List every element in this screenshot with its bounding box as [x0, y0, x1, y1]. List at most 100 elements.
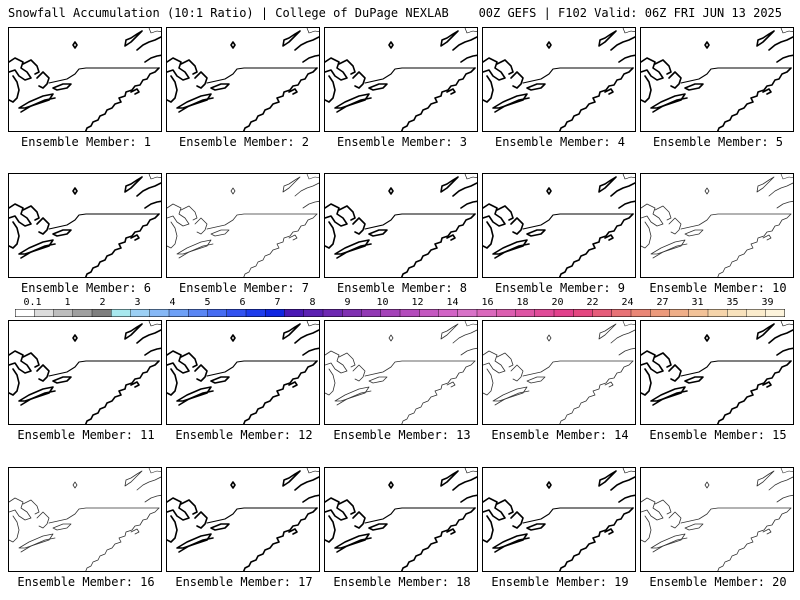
colorbar-label: 7 — [274, 297, 281, 308]
ensemble-member-caption: Ensemble Member: 17 — [175, 575, 313, 589]
ensemble-map-10 — [640, 173, 794, 278]
colorbar-label: 8 — [309, 297, 316, 308]
colorbar-swatch — [15, 309, 35, 317]
colorbar-swatch — [553, 309, 574, 317]
colorbar-swatch — [361, 309, 382, 317]
colorbar-label: 20 — [551, 297, 564, 308]
colorbar-label: 39 — [761, 297, 774, 308]
ensemble-map-14 — [482, 320, 636, 425]
colorbar-label: 24 — [621, 297, 634, 308]
ensemble-map-6 — [8, 173, 162, 278]
ensemble-map-19 — [482, 467, 636, 572]
ensemble-member-caption: Ensemble Member: 19 — [491, 575, 629, 589]
ensemble-member-caption: Ensemble Member: 5 — [652, 135, 784, 149]
colorbar-swatch — [534, 309, 555, 317]
colorbar-label: 5 — [204, 297, 211, 308]
colorbar-swatch — [303, 309, 324, 317]
colorbar-swatch — [284, 309, 305, 317]
ensemble-map-5 — [640, 27, 794, 132]
ensemble-member-caption: Ensemble Member: 10 — [649, 281, 787, 295]
colorbar-swatch — [438, 309, 459, 317]
colorbar-swatch — [149, 309, 170, 317]
ensemble-member-caption: Ensemble Member: 11 — [17, 428, 155, 442]
ensemble-member-caption: Ensemble Member: 2 — [178, 135, 310, 149]
ensemble-member-caption: Ensemble Member: 4 — [494, 135, 626, 149]
colorbar-swatch — [72, 309, 93, 317]
colorbar-swatch — [669, 309, 690, 317]
colorbar-label: 14 — [446, 297, 459, 308]
ensemble-map-7 — [166, 173, 320, 278]
colorbar-swatch — [380, 309, 401, 317]
colorbar-swatch — [573, 309, 593, 317]
colorbar-label: 12 — [411, 297, 424, 308]
ensemble-map-9 — [482, 173, 636, 278]
colorbar-label: 16 — [481, 297, 494, 308]
colorbar-swatch — [207, 309, 228, 317]
ensemble-member-caption: Ensemble Member: 1 — [20, 135, 152, 149]
colorbar-swatch — [130, 309, 151, 317]
ensemble-map-18 — [324, 467, 478, 572]
colorbar-swatch — [457, 309, 478, 317]
ensemble-map-13 — [324, 320, 478, 425]
ensemble-map-12 — [166, 320, 320, 425]
colorbar-swatch — [630, 309, 651, 317]
ensemble-map-1 — [8, 27, 162, 132]
colorbar-swatch — [111, 309, 131, 317]
colorbar-swatch — [515, 309, 536, 317]
ensemble-member-caption: Ensemble Member: 3 — [336, 135, 468, 149]
ensemble-map-15 — [640, 320, 794, 425]
ensemble-member-caption: Ensemble Member: 16 — [17, 575, 155, 589]
colorbar-swatch — [91, 309, 112, 317]
ensemble-member-caption: Ensemble Member: 15 — [649, 428, 787, 442]
map-title: Snowfall Accumulation (10:1 Ratio) | Col… — [8, 6, 449, 20]
ensemble-member-caption: Ensemble Member: 20 — [649, 575, 787, 589]
ensemble-map-2 — [166, 27, 320, 132]
colorbar-swatch — [188, 309, 208, 317]
colorbar-swatch — [592, 309, 613, 317]
colorbar-swatch — [419, 309, 439, 317]
colorbar-swatch — [707, 309, 728, 317]
ensemble-member-caption: Ensemble Member: 7 — [178, 281, 310, 295]
colorbar-label: 0.1 — [23, 297, 42, 308]
ensemble-member-caption: Ensemble Member: 18 — [333, 575, 471, 589]
colorbar-label: 35 — [726, 297, 739, 308]
colorbar-label: 31 — [691, 297, 704, 308]
colorbar-label: 4 — [169, 297, 176, 308]
colorbar-swatch — [168, 309, 189, 317]
colorbar-label: 2 — [99, 297, 106, 308]
colorbar-swatch — [765, 309, 785, 317]
ensemble-member-caption: Ensemble Member: 13 — [333, 428, 471, 442]
ensemble-member-caption: Ensemble Member: 12 — [175, 428, 313, 442]
colorbar-label: 1 — [64, 297, 71, 308]
ensemble-map-20 — [640, 467, 794, 572]
colorbar-swatch — [496, 309, 516, 317]
colorbar-swatch — [34, 309, 54, 317]
snowfall-colorbar — [15, 309, 785, 317]
colorbar-label: 9 — [344, 297, 351, 308]
ensemble-map-16 — [8, 467, 162, 572]
colorbar-swatch — [399, 309, 420, 317]
colorbar-swatch — [476, 309, 497, 317]
colorbar-swatch — [342, 309, 362, 317]
colorbar-label: 3 — [134, 297, 141, 308]
ensemble-member-caption: Ensemble Member: 9 — [494, 281, 626, 295]
ensemble-map-11 — [8, 320, 162, 425]
colorbar-label: 27 — [656, 297, 669, 308]
colorbar-swatch — [650, 309, 670, 317]
colorbar-swatch — [265, 309, 285, 317]
colorbar-label: 18 — [516, 297, 529, 308]
ensemble-map-3 — [324, 27, 478, 132]
colorbar-label: 6 — [239, 297, 246, 308]
colorbar-swatch — [226, 309, 247, 317]
colorbar-swatch — [245, 309, 266, 317]
ensemble-member-caption: Ensemble Member: 8 — [336, 281, 468, 295]
ensemble-map-17 — [166, 467, 320, 572]
ensemble-member-caption: Ensemble Member: 6 — [20, 281, 152, 295]
model-run-info: 00Z GEFS | F102 Valid: 06Z FRI JUN 13 20… — [478, 6, 782, 20]
colorbar-swatch — [746, 309, 767, 317]
ensemble-map-8 — [324, 173, 478, 278]
ensemble-map-4 — [482, 27, 636, 132]
colorbar-label: 10 — [376, 297, 389, 308]
colorbar-swatch — [53, 309, 74, 317]
ensemble-member-caption: Ensemble Member: 14 — [491, 428, 629, 442]
